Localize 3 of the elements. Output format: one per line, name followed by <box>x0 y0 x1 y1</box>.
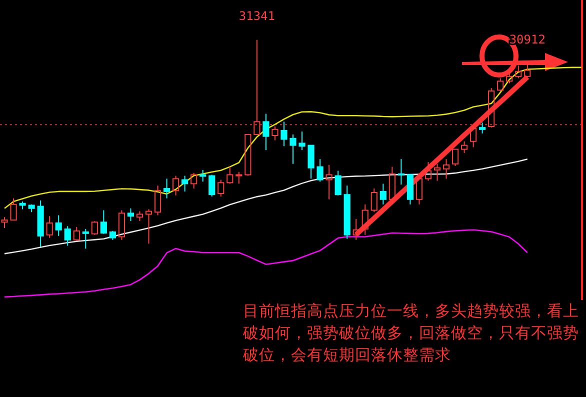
annotation: 31341 <box>238 8 275 23</box>
annotation: 30912 <box>509 32 546 46</box>
text: 目前恒指高点压力位一线，多头趋势较强，看上破如何，强势破位做多，回落做空，只有不强势破位，会有短期回落休整需求 <box>243 301 580 366</box>
